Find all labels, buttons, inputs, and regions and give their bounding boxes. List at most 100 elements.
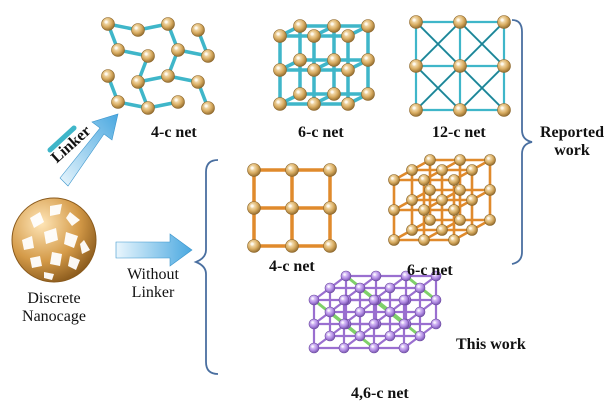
nanocage-highlight xyxy=(104,72,108,76)
nanocage-highlight xyxy=(341,297,344,300)
nanocage-highlight xyxy=(364,56,368,60)
label-without-linker-line2: Linker xyxy=(131,284,175,302)
nanocage-node xyxy=(453,103,467,117)
label-without-linker: Without Linker xyxy=(118,266,188,303)
nanocage-highlight xyxy=(250,242,254,246)
net-6c-orange xyxy=(388,154,496,246)
nanocage-highlight xyxy=(401,297,404,300)
nanocage-highlight xyxy=(401,321,404,324)
nanocage-highlight xyxy=(310,66,314,70)
nanocage-highlight xyxy=(194,26,198,30)
nanocage-node xyxy=(324,282,336,294)
nanocage-node xyxy=(454,214,466,226)
nanocage-highlight xyxy=(311,321,314,324)
linker-rod xyxy=(459,65,505,111)
nanocage-node xyxy=(131,23,145,37)
label-discrete-nanocage: Discrete Nanocage xyxy=(10,290,98,327)
nanocage-node xyxy=(414,306,426,318)
nanocage-highlight xyxy=(204,52,208,56)
nanocage-node xyxy=(141,101,155,115)
nanocage-node xyxy=(368,294,380,306)
nanocage-node xyxy=(273,97,287,111)
nanocage-highlight xyxy=(500,18,504,22)
label-reported-line2: work xyxy=(554,142,590,160)
nanocage-node xyxy=(409,103,423,117)
nanocage-node xyxy=(161,17,175,31)
nanocage-node xyxy=(424,154,436,166)
nanocage-highlight xyxy=(344,66,348,70)
nanocage-highlight xyxy=(408,196,412,200)
nanocage-highlight xyxy=(364,90,368,94)
nanocage-highlight xyxy=(417,333,420,336)
nanocage-highlight xyxy=(408,226,412,230)
nanocage-node xyxy=(466,164,478,176)
nanocage-node xyxy=(398,318,410,330)
nanocage-highlight xyxy=(357,333,360,336)
nanocage-highlight xyxy=(456,216,460,220)
nanocage-highlight xyxy=(164,20,168,24)
nanocage-node xyxy=(247,201,261,215)
nanocage-highlight xyxy=(311,345,314,348)
nanocage-highlight xyxy=(420,206,424,210)
nanocage-highlight xyxy=(390,206,394,210)
nanocage-highlight xyxy=(326,242,330,246)
nanocage-highlight xyxy=(403,273,406,276)
nanocage-node xyxy=(141,49,155,63)
nanocage-node xyxy=(191,75,205,89)
nanocage-highlight xyxy=(327,333,330,336)
nanocage-highlight xyxy=(387,309,390,312)
nanocage-highlight xyxy=(486,216,490,220)
nanocage-node xyxy=(293,19,307,33)
nanocage-highlight xyxy=(450,206,454,210)
nanocage-node xyxy=(436,194,448,206)
nanocage-node xyxy=(466,194,478,206)
nanocage-node xyxy=(388,234,400,246)
nanocage-highlight xyxy=(327,309,330,312)
nanocage-highlight xyxy=(417,285,420,288)
nanocage-highlight xyxy=(250,166,254,170)
without-linker-bracket xyxy=(193,159,219,375)
nanocage-node xyxy=(131,75,145,89)
nanocage-node xyxy=(448,234,460,246)
label-4c-net-top: 4-c net xyxy=(151,124,197,141)
label-reported-work: Reported work xyxy=(534,124,610,161)
nanocage-node xyxy=(354,282,366,294)
nanocage-highlight xyxy=(433,321,436,324)
nanocage-node xyxy=(424,214,436,226)
label-discrete-line1: Discrete xyxy=(27,290,81,307)
nanocage-node xyxy=(398,342,410,354)
nanocage-highlight xyxy=(310,100,314,104)
nanocage-highlight xyxy=(114,98,118,102)
nanocage-node xyxy=(418,204,430,216)
nanocage-highlight xyxy=(276,100,280,104)
nanocage-highlight xyxy=(134,26,138,30)
nanocage-highlight xyxy=(387,285,390,288)
nanocage-highlight xyxy=(371,297,374,300)
nanocage-highlight xyxy=(341,345,344,348)
nanocage-node xyxy=(409,15,423,29)
nanocage-highlight xyxy=(468,226,472,230)
nanocage-node xyxy=(201,49,215,63)
nanocage-node xyxy=(247,163,261,177)
linker-rod xyxy=(47,125,77,153)
nanocage-highlight xyxy=(486,186,490,190)
nanocage-highlight xyxy=(194,78,198,82)
nanocage-highlight xyxy=(412,106,416,110)
nanocage-node xyxy=(497,15,511,29)
nanocage-highlight xyxy=(326,204,330,208)
linker-arrow-icon xyxy=(59,113,119,187)
nanocage-highlight xyxy=(373,273,376,276)
nanocage-highlight xyxy=(412,18,416,22)
nanocage-node xyxy=(101,69,115,83)
nanocage-node xyxy=(484,154,496,166)
nanocage-node xyxy=(388,204,400,216)
nanocage-node xyxy=(101,17,115,31)
nanocage-highlight xyxy=(433,297,436,300)
nanocage-node xyxy=(406,164,418,176)
linker-rod xyxy=(415,21,461,67)
without-linker-arrow-icon xyxy=(115,233,193,267)
nanocage-node xyxy=(398,294,410,306)
nanocage-highlight xyxy=(310,32,314,36)
nanocage-highlight xyxy=(468,166,472,170)
nanocage-highlight xyxy=(456,106,460,110)
